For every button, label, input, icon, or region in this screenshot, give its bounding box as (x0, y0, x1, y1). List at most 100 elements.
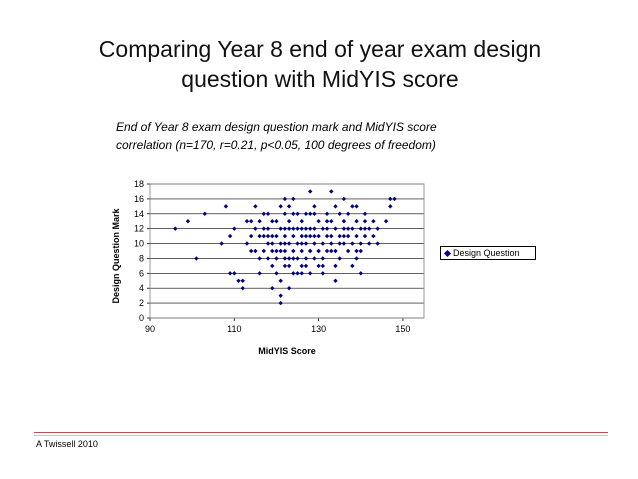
data-point (261, 233, 267, 239)
data-point (244, 219, 250, 224)
y-tick-label: 10 (134, 239, 144, 249)
scatter-chart: 0 2 4 6 8 10 12 14 16 18 90 110 130 150 (134, 179, 425, 334)
data-point (371, 233, 376, 239)
data-point (274, 219, 279, 224)
y-tick-label: 14 (134, 209, 144, 219)
legend-series-label: Design Question (453, 248, 520, 258)
data-point (232, 226, 237, 231)
data-point (270, 286, 275, 291)
data-point (354, 233, 359, 239)
data-point (278, 241, 283, 246)
data-point (354, 219, 359, 224)
data-point (350, 226, 355, 231)
data-point (312, 226, 317, 231)
data-point (291, 226, 296, 231)
data-point (341, 219, 347, 224)
data-point (282, 256, 288, 261)
data-point (295, 211, 300, 216)
data-point (362, 233, 368, 239)
data-point (320, 263, 326, 269)
data-point (202, 211, 207, 216)
data-point (303, 211, 309, 216)
data-point (232, 271, 237, 276)
data-point (286, 263, 292, 269)
data-point (291, 248, 296, 254)
data-point (274, 256, 279, 261)
data-point (320, 241, 326, 246)
data-point (312, 211, 317, 216)
data-point (227, 271, 233, 276)
data-point (286, 241, 292, 246)
footer-divider-red (34, 432, 608, 433)
legend-diamond-icon (443, 249, 452, 257)
data-point (270, 233, 275, 239)
data-point (354, 204, 359, 209)
x-tick-label: 90 (145, 324, 155, 334)
data-point (324, 248, 330, 254)
chart-caption: End of Year 8 exam design question mark … (116, 118, 536, 154)
data-point (286, 256, 292, 261)
data-point (375, 226, 380, 231)
data-point (350, 241, 355, 246)
data-point (299, 233, 304, 239)
data-point (303, 263, 309, 269)
chart-caption-line-1: End of Year 8 exam design question mark … (116, 120, 437, 134)
data-point (299, 241, 304, 246)
data-point (303, 226, 309, 231)
y-tick-label: 0 (139, 313, 144, 323)
data-point (307, 226, 313, 231)
data-point (333, 278, 338, 283)
slide-title: Comparing Year 8 end of year exam design… (60, 34, 580, 94)
y-tick-label: 2 (139, 298, 144, 308)
data-point (295, 226, 300, 231)
slide-title-line-2: question with MidYIS score (181, 66, 459, 92)
data-point (320, 256, 326, 261)
data-point (312, 204, 317, 209)
data-point (253, 248, 258, 254)
data-point (295, 271, 300, 276)
data-point (307, 271, 313, 276)
data-point (337, 233, 342, 239)
data-point (324, 233, 330, 239)
data-point (337, 211, 342, 216)
y-tick-label: 8 (139, 253, 144, 263)
data-point (270, 241, 275, 246)
y-axis-label: Design Question Mark (111, 208, 121, 304)
data-point (362, 211, 368, 216)
data-point (307, 248, 313, 254)
data-point (278, 204, 283, 209)
data-point (185, 219, 191, 224)
data-point (367, 241, 372, 246)
data-point (341, 241, 347, 246)
data-point (291, 271, 296, 276)
data-point (329, 233, 334, 239)
data-point (329, 248, 334, 254)
data-point (312, 241, 317, 246)
slide-title-line-1: Comparing Year 8 end of year exam design (98, 36, 542, 62)
data-point (265, 226, 271, 231)
data-point (274, 271, 279, 276)
y-tick-label: 4 (139, 283, 144, 293)
data-point (270, 219, 275, 224)
data-point (329, 241, 334, 246)
data-point (367, 226, 372, 231)
y-tick-label: 6 (139, 268, 144, 278)
data-point (240, 278, 245, 283)
data-point (244, 241, 250, 246)
data-point (383, 219, 389, 224)
data-point (307, 211, 313, 216)
y-tick-label: 18 (134, 179, 144, 189)
data-point (265, 233, 271, 239)
data-point (329, 189, 334, 194)
data-point (261, 226, 267, 231)
data-point (299, 271, 304, 276)
data-point (324, 226, 330, 231)
data-point (388, 204, 393, 209)
data-point (303, 233, 309, 239)
data-point (350, 204, 355, 209)
data-point (307, 233, 313, 239)
data-point (248, 233, 254, 239)
data-point (253, 226, 258, 231)
data-point (223, 204, 229, 209)
data-point (270, 248, 275, 254)
